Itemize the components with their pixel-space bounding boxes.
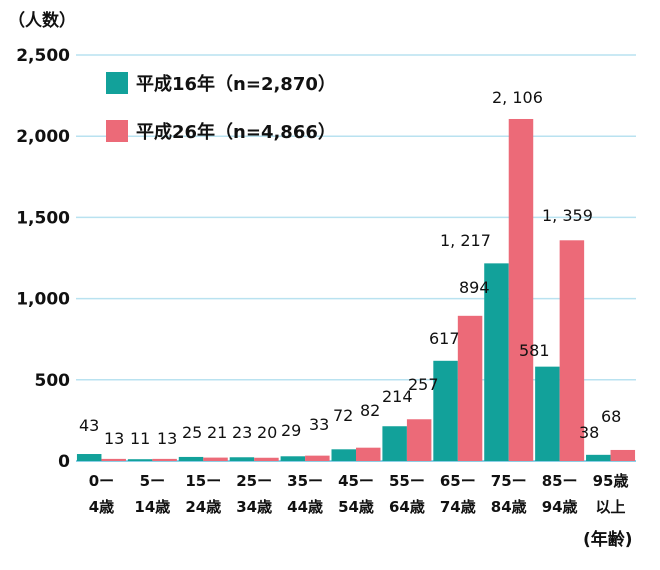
x-category-label-line1: 55ー bbox=[389, 472, 425, 490]
data-label: 257 bbox=[408, 375, 439, 394]
x-category-label-line1: 85ー bbox=[542, 472, 578, 490]
x-category-label-line2: 44歳 bbox=[287, 498, 323, 516]
x-category-label-line2: 94歳 bbox=[542, 498, 578, 516]
y-axis-unit-label: （人数） bbox=[8, 10, 76, 31]
data-label: 25 bbox=[182, 423, 202, 442]
y-axis-ticks: 0 500 1,000 1,500 2,000 2,500 bbox=[16, 46, 70, 472]
bar-series-2 bbox=[152, 458, 177, 461]
x-category-label-line2: 64歳 bbox=[389, 498, 425, 516]
bar-series-1 bbox=[484, 263, 509, 461]
legend-label: 平成16年（n=2,870） bbox=[136, 73, 336, 95]
x-category-label-line2: 以上 bbox=[596, 498, 626, 516]
bar-series-1 bbox=[535, 366, 560, 461]
data-label: 33 bbox=[309, 415, 329, 434]
x-category-label-line2: 4歳 bbox=[89, 498, 114, 516]
x-category-label-line2: 24歳 bbox=[185, 498, 221, 516]
bar-series-2 bbox=[356, 447, 381, 461]
data-label: 82 bbox=[360, 401, 380, 420]
data-label: 1, 359 bbox=[542, 206, 593, 225]
bar-series-2 bbox=[305, 455, 330, 461]
x-category-label-line1: 75ー bbox=[491, 472, 527, 490]
bar-series-1 bbox=[433, 360, 458, 461]
bar-series-1 bbox=[76, 454, 102, 461]
x-category-label-line2: 34歳 bbox=[236, 498, 272, 516]
bar-series-1 bbox=[127, 459, 153, 461]
data-label: 1, 217 bbox=[440, 231, 491, 250]
x-category-label-line1: 0ー bbox=[89, 472, 114, 490]
x-axis-categories: 0ー 4歳 5ー 14歳 15ー 24歳 25ー 34歳 35ー 44歳 45ー 54歳 55ー 64歳 6… bbox=[89, 472, 629, 516]
data-label: 29 bbox=[281, 421, 301, 440]
legend: 平成16年（n=2,870） 平成26年（n=4,866） bbox=[106, 72, 336, 143]
y-tick-label: 0 bbox=[58, 452, 70, 472]
x-category-label-line2: 84歳 bbox=[491, 498, 527, 516]
data-label: 43 bbox=[79, 416, 99, 435]
x-axis-unit-label: (年齢) bbox=[583, 529, 633, 550]
bar-series-2 bbox=[254, 457, 279, 461]
bar-series-2 bbox=[610, 449, 636, 461]
bar-series-2 bbox=[406, 419, 432, 461]
bar-series-2 bbox=[559, 240, 585, 461]
data-label: 20 bbox=[257, 423, 277, 442]
data-label: 2, 106 bbox=[492, 88, 543, 107]
y-tick-label: 1,000 bbox=[16, 290, 70, 310]
bar-series-1 bbox=[382, 426, 407, 461]
bar-series-2 bbox=[101, 458, 126, 461]
data-label: 13 bbox=[104, 429, 124, 448]
legend-label: 平成26年（n=4,866） bbox=[136, 121, 336, 143]
y-tick-label: 500 bbox=[35, 371, 71, 391]
bars bbox=[76, 118, 636, 462]
bar-series-1 bbox=[229, 457, 255, 461]
bar-series-1 bbox=[178, 456, 204, 461]
bar-series-2 bbox=[508, 118, 534, 462]
data-label: 23 bbox=[232, 423, 252, 442]
x-category-label-line1: 35ー bbox=[287, 472, 323, 490]
data-label: 894 bbox=[459, 278, 490, 297]
x-category-label-line1: 15ー bbox=[185, 472, 221, 490]
bar-series-1 bbox=[280, 456, 306, 461]
bar-series-2 bbox=[203, 457, 228, 461]
bar-series-1 bbox=[331, 449, 356, 461]
y-tick-label: 2,500 bbox=[16, 46, 70, 66]
data-label: 21 bbox=[207, 423, 227, 442]
bar-series-2 bbox=[457, 315, 483, 461]
data-label: 68 bbox=[601, 407, 621, 426]
x-category-label-line1: 95歳 bbox=[593, 472, 629, 490]
x-category-label-line1: 45ー bbox=[338, 472, 374, 490]
x-category-label-line2: 54歳 bbox=[338, 498, 374, 516]
legend-swatch bbox=[106, 120, 128, 142]
y-tick-label: 2,000 bbox=[16, 127, 70, 147]
data-label: 617 bbox=[429, 329, 460, 348]
x-category-label-line2: 14歳 bbox=[134, 498, 170, 516]
data-label: 72 bbox=[333, 406, 353, 425]
bar-series-1 bbox=[586, 454, 611, 461]
x-category-label-line1: 25ー bbox=[236, 472, 272, 490]
legend-swatch bbox=[106, 72, 128, 94]
x-category-label-line2: 74歳 bbox=[440, 498, 476, 516]
x-category-label-line1: 65ー bbox=[440, 472, 476, 490]
x-category-label-line1: 5ー bbox=[140, 472, 165, 490]
data-label: 581 bbox=[519, 341, 550, 360]
y-tick-label: 1,500 bbox=[16, 208, 70, 228]
data-label: 11 bbox=[130, 429, 150, 448]
data-label: 38 bbox=[579, 423, 599, 442]
data-label: 13 bbox=[157, 429, 177, 448]
data-label: 214 bbox=[382, 387, 413, 406]
